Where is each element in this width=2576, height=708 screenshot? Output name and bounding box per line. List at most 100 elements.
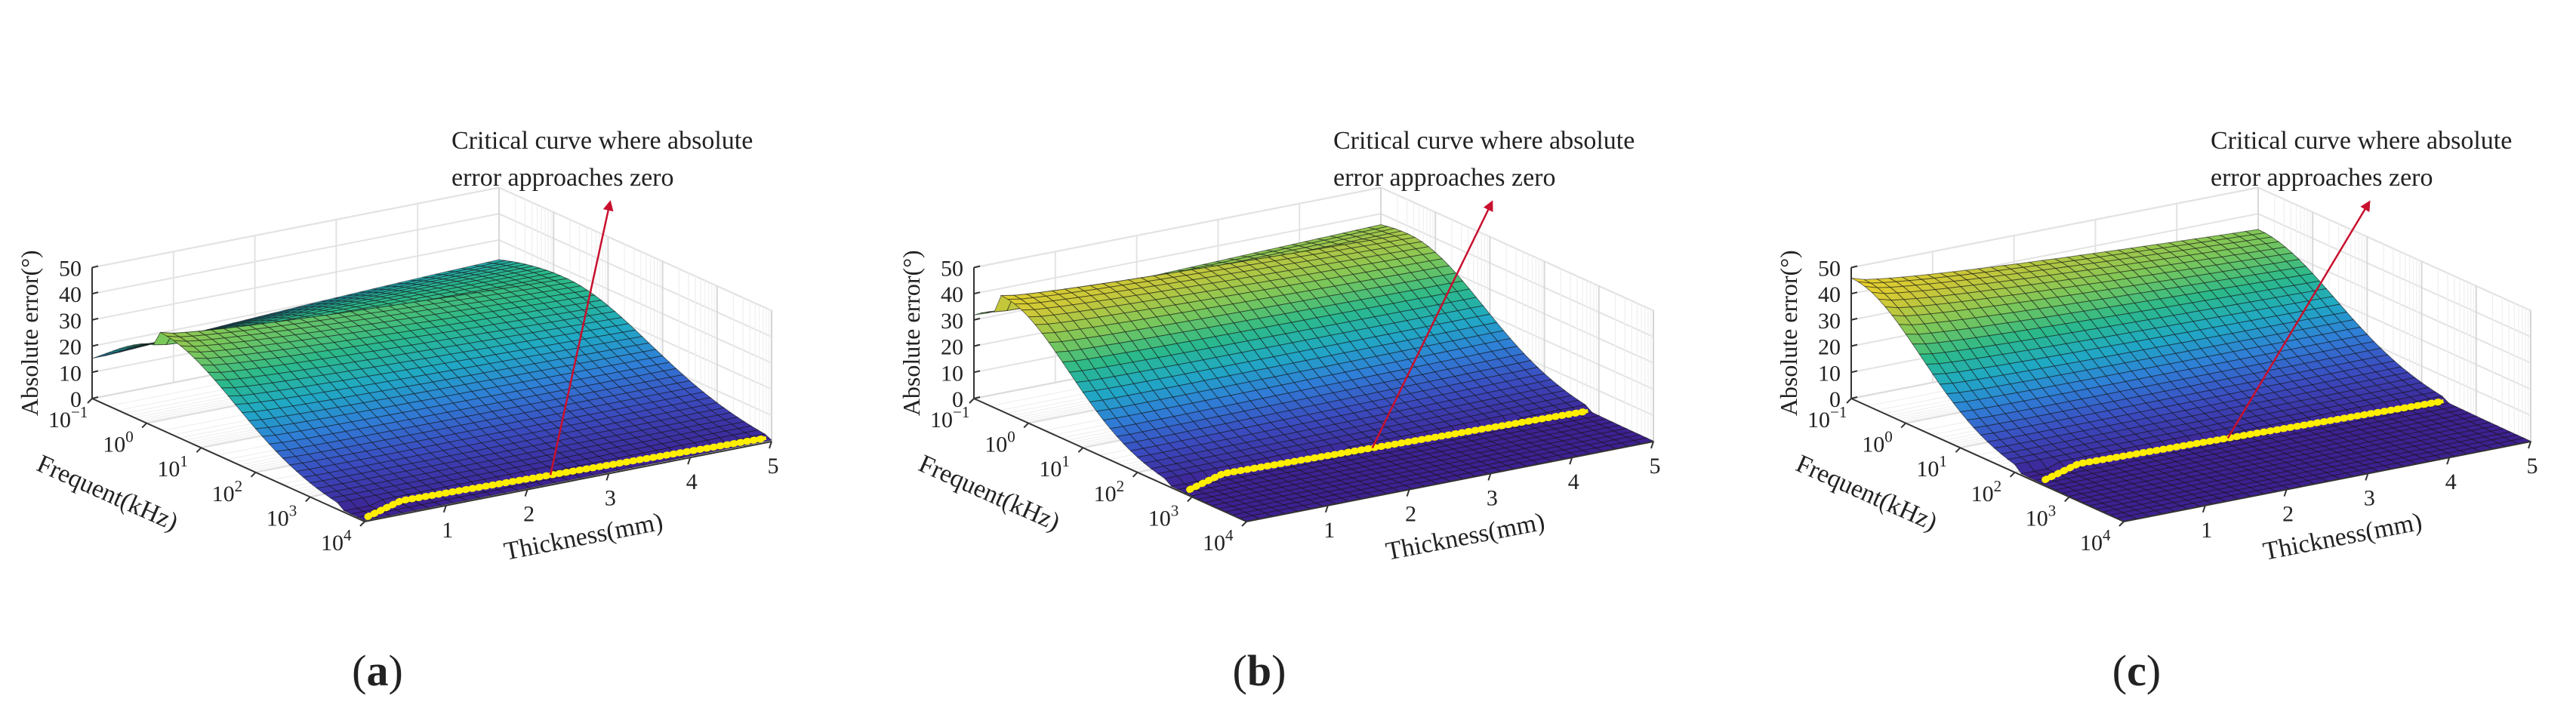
annotation-line-1: Critical curve where absolute [1333,127,1635,155]
z-tick [91,343,99,347]
z-tick [973,396,981,399]
freq-axis-line [91,398,365,522]
z-tick-label: 10 [59,361,82,386]
surface-mesh [91,259,773,522]
z-tick-label: 10 [941,361,963,386]
annotation-line-2: error approaches zero [1333,164,1555,192]
z-tick [91,291,99,295]
thickness-tick-label: 1 [1323,518,1335,543]
freq-tick [359,521,365,527]
z-axis-title: Absolute error(°) [16,250,43,416]
freq-tick [1900,422,1906,429]
freq-tick-label: 102 [1094,477,1125,506]
z-tick-label: 30 [1818,309,1841,334]
z-tick [973,265,981,269]
thickness-tick-label: 3 [1487,485,1498,510]
z-tick [1850,370,1858,374]
thickness-tick [605,473,610,481]
thickness-tick-label: 4 [686,469,698,494]
z-tick-label: 40 [59,282,82,307]
freq-tick [2009,472,2016,478]
z-tick [1850,343,1858,347]
thickness-tick-label: 5 [1650,454,1661,479]
freq-tick-label: 10−1 [48,403,88,432]
annotation-arrow [1371,200,1493,449]
freq-tick [305,496,311,503]
z-tick [91,370,99,374]
thickness-tick-label: 4 [1568,469,1579,494]
freq-tick [1846,398,1852,404]
freq-tick [1187,496,1193,503]
annotation-line-2: error approaches zero [2211,164,2433,192]
freq-tick-label: 104 [321,526,352,556]
panel-label: (a) [352,646,403,695]
z-tick [1850,317,1858,321]
panel-label: (b) [1233,646,1286,695]
freq-tick-label: 100 [984,428,1015,457]
freq-tick [969,398,975,404]
thickness-tick-label: 1 [2201,518,2212,543]
panel-label: (c) [2112,646,2161,695]
freq-tick-label: 10−1 [1807,403,1847,432]
thickness-tick [687,457,692,465]
z-tick-label: 40 [941,282,963,307]
z-tick [91,396,99,399]
z-tick-label: 20 [1818,335,1841,360]
surface-mesh [1850,229,2532,522]
z-tick [91,317,99,321]
thickness-tick-label: 1 [442,518,453,543]
z-tick-label: 10 [1818,361,1841,386]
freq-tick-label: 102 [1971,477,2002,506]
freq-tick-label: 103 [2026,501,2057,531]
freq-tick-label: 102 [212,477,243,506]
thickness-tick [1406,489,1410,497]
freq-tick-label: 104 [1203,526,1234,556]
freq-tick-label: 100 [103,428,134,457]
freq-tick-label: 104 [2080,526,2111,556]
thickness-tick-label: 5 [768,454,779,479]
freq-tick [250,472,257,478]
freq-tick-label: 10−1 [930,403,969,432]
thickness-axis-line [1246,441,1654,522]
critical-curve-line [366,436,767,519]
z-tick-label: 50 [59,257,82,282]
z-axis-title: Absolute error(°) [898,250,925,416]
freq-tick [1132,472,1139,478]
z-tick [973,343,981,347]
thickness-tick-label: 3 [2364,485,2375,510]
annotation-line-2: error approaches zero [451,164,673,192]
annotation-line-1: Critical curve where absolute [2211,127,2512,155]
thickness-tick [524,489,528,497]
z-tick [973,370,981,374]
freq-tick [1023,422,1029,429]
freq-axis-line [973,398,1247,522]
thickness-tick [1324,505,1329,513]
freq-tick [1241,521,1247,527]
z-axis-title: Absolute error(°) [1775,250,1802,416]
z-tick-label: 0 [70,387,82,412]
freq-tick [196,447,202,453]
z-tick [973,291,981,295]
freq-tick [1955,447,1961,453]
thickness-tick [1569,457,1573,465]
z-tick-label: 0 [952,387,963,412]
freq-tick [87,398,93,404]
freq-tick-label: 101 [1916,452,1947,482]
z-tick-label: 20 [941,335,963,360]
thickness-tick-label: 2 [523,502,535,527]
annotation-arrow [549,200,614,476]
thickness-tick-label: 2 [1405,502,1416,527]
freq-tick-label: 103 [267,501,297,531]
freq-tick [2118,521,2125,527]
z-tick [1850,396,1858,399]
surface-mesh [973,224,1655,522]
thickness-tick-label: 4 [2445,469,2457,494]
z-tick [973,317,981,321]
thickness-tick-label: 3 [605,485,616,510]
z-tick [1850,291,1858,295]
z-tick-label: 20 [59,335,82,360]
